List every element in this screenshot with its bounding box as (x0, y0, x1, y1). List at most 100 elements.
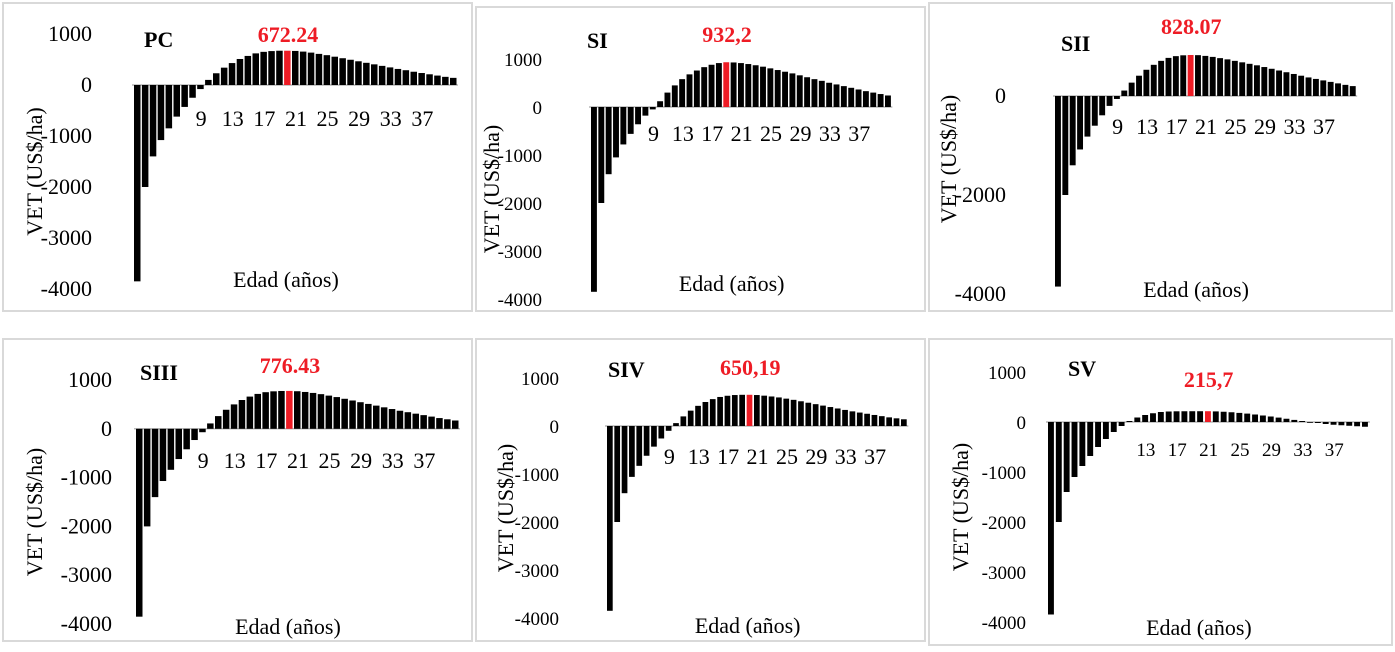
peak-label-siii: 776.43 (260, 353, 321, 378)
bar-si-26 (782, 71, 788, 107)
chart-title-siv: SIV (608, 357, 645, 382)
bar-si-0 (591, 107, 597, 292)
x-tick-sv-4: 29 (1262, 440, 1281, 461)
bar-sv-37 (1338, 422, 1345, 426)
bar-sii-6 (1099, 96, 1106, 116)
y-tick-pc-4: -3000 (41, 225, 92, 250)
chart-siv: 1000 0 -1000 -2000 -3000 -4000 VET (US$/ha) 9 13… (493, 355, 909, 638)
bar-si-16 (708, 64, 715, 107)
bar-sv-33 (1307, 422, 1313, 423)
y-axis-label-sii: VET (US$/ha) (936, 95, 961, 224)
bar-siii-33 (396, 410, 404, 429)
bar-si-21 (745, 64, 752, 107)
bar-siii-29 (365, 403, 372, 429)
x-axis-label-siv: Edad (años) (695, 613, 801, 638)
chart-si: 1000 0 -1000 -2000 -3000 -4000 VET (US$/ha) 9 13… (479, 22, 893, 311)
y-axis-label-pc: VET (US$/ha) (22, 107, 47, 236)
bar-sv-25 (1244, 413, 1251, 422)
bar-sii-24 (1231, 60, 1238, 96)
bar-siv-16 (724, 395, 731, 426)
y-tick-sii-2: -4000 (955, 281, 1006, 306)
x-tick-sii-3: 21 (1195, 114, 1217, 139)
bar-sii-37 (1327, 81, 1334, 96)
y-tick-sii-0: 0 (995, 83, 1006, 108)
bar-sii-25 (1239, 62, 1246, 96)
y-tick-siv-2: -1000 (515, 465, 559, 486)
bar-sv-12 (1142, 415, 1149, 422)
bar-sii-14 (1158, 60, 1165, 96)
bar-si-8 (649, 107, 656, 110)
x-tick-siii-6: 33 (382, 448, 404, 473)
bar-siv-4 (636, 426, 643, 466)
chart-title-si: SI (587, 28, 608, 53)
bar-siv-39 (893, 418, 900, 426)
bar-sii-12 (1143, 69, 1150, 96)
bar-siii-14 (246, 396, 254, 429)
bar-siii-21 (301, 391, 309, 429)
bar-siv-13 (702, 402, 709, 426)
bar-pc-17 (268, 51, 275, 85)
bar-siii-28 (357, 402, 364, 429)
peak-label-si: 932,2 (702, 22, 752, 47)
chart-title-pc: PC (144, 27, 173, 52)
bar-si-31 (818, 80, 825, 107)
x-tick-sv-0: 13 (1136, 440, 1155, 461)
bar-siv-40 (901, 419, 907, 426)
bar-si-9 (657, 101, 664, 107)
bar-sii-28 (1261, 67, 1268, 96)
bar-sv-22 (1220, 411, 1227, 422)
y-tick-sii-1: -2000 (955, 182, 1006, 207)
x-tick-si-3: 21 (731, 121, 753, 146)
y-tick-pc-0: 1000 (48, 21, 92, 46)
x-axis-label-si: Edad (años) (679, 271, 785, 296)
bar-pc-37 (426, 74, 433, 85)
bar-pc-21 (299, 51, 307, 85)
bar-siii-18 (278, 390, 285, 429)
bar-siii-2 (151, 428, 159, 498)
bar-si-4 (620, 107, 627, 145)
bar-siii-10 (215, 416, 222, 429)
bar-siv-31 (834, 408, 841, 426)
x-tick-sii-6: 33 (1283, 114, 1305, 139)
bar-sv-36 (1330, 422, 1337, 425)
bar-pc-5 (173, 85, 180, 117)
x-tick-pc-7: 37 (411, 106, 433, 131)
x-tick-siii-7: 37 (413, 448, 435, 473)
bar-siv-24 (783, 398, 790, 426)
y-tick-pc-2: -1000 (41, 123, 92, 148)
bar-siii-17 (270, 391, 277, 429)
bar-si-2 (605, 107, 612, 175)
bar-sii-3 (1077, 96, 1084, 150)
bar-si-29 (804, 77, 811, 107)
chart-title-siii: SIII (140, 360, 178, 385)
bar-sii-23 (1224, 59, 1231, 96)
bar-siv-35 (864, 413, 870, 426)
bar-siii-38 (436, 418, 443, 429)
bar-siii-11 (222, 409, 230, 429)
bar-siv-5 (643, 426, 650, 456)
bar-sii-15 (1165, 57, 1172, 96)
bar-sv-19 (1197, 411, 1204, 422)
bar-sii-9 (1121, 90, 1128, 96)
bar-sv-39 (1354, 422, 1361, 427)
y-tick-siii-5: -4000 (61, 611, 112, 636)
x-tick-pc-2: 17 (253, 106, 275, 131)
bar-pc-25 (331, 56, 338, 85)
bar-sii-2 (1069, 96, 1076, 166)
y-tick-pc-3: -2000 (41, 174, 92, 199)
bar-si-40 (885, 95, 891, 107)
bar-sv-1 (1055, 422, 1062, 522)
y-tick-siv-5: -4000 (515, 609, 559, 630)
bar-sii-13 (1150, 64, 1157, 96)
bar-siii-5 (175, 428, 182, 460)
bar-sv-3 (1071, 422, 1078, 477)
bar-sii-4 (1084, 96, 1091, 137)
bar-sii-19 (1195, 55, 1201, 96)
bar-siv-1 (614, 426, 621, 522)
y-tick-sv-2: -1000 (982, 463, 1026, 484)
bar-siv-14 (709, 399, 716, 426)
bar-pc-22 (307, 52, 315, 85)
bar-si-35 (848, 87, 855, 107)
y-tick-si-5: -4000 (498, 290, 542, 311)
y-tick-si-2: -1000 (498, 146, 542, 167)
